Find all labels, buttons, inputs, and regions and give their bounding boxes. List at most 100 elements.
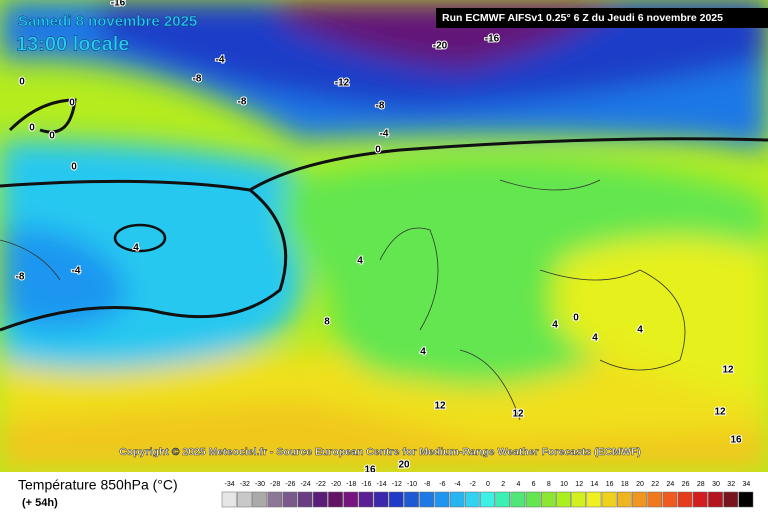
scale-swatch <box>236 491 252 508</box>
scale-swatch <box>404 491 419 508</box>
scale-label: 12 <box>575 481 583 488</box>
scale-swatch <box>708 491 723 508</box>
contour-label: 12 <box>512 409 524 420</box>
contour-label: -8 <box>16 272 25 283</box>
scale-swatch <box>358 491 374 508</box>
scale-label: 24 <box>667 481 675 488</box>
contour-label: -8 <box>193 74 202 85</box>
scale-label: 34 <box>743 481 751 488</box>
scale-swatch <box>388 491 404 508</box>
contour-label: -4 <box>216 55 225 66</box>
scale-label: 2 <box>501 481 505 488</box>
scale-label: 20 <box>636 481 644 488</box>
scale-label: 10 <box>560 481 568 488</box>
scale-swatch <box>221 491 237 508</box>
scale-label: 4 <box>516 481 520 488</box>
contour-label: 4 <box>637 325 643 336</box>
scale-label: -32 <box>240 481 250 488</box>
scale-swatch <box>328 491 343 508</box>
scale-label: 30 <box>712 481 720 488</box>
run-box <box>436 8 768 28</box>
scale-swatch <box>525 491 541 508</box>
scale-swatch <box>343 491 359 508</box>
contour-label: -8 <box>376 101 385 112</box>
scale-label: -34 <box>225 481 235 488</box>
contour-label: -20 <box>433 41 448 52</box>
contour-label: 16 <box>730 435 742 446</box>
contour-label: -4 <box>72 266 81 277</box>
scale-label: 28 <box>697 481 705 488</box>
contour-label: 4 <box>133 243 139 254</box>
scale-swatch <box>647 491 663 508</box>
scale-swatch <box>297 491 313 508</box>
contour-label: 4 <box>357 256 363 267</box>
scale-swatch <box>677 491 693 508</box>
forecast-time: 13:00 locale <box>16 33 129 55</box>
scale-label: 18 <box>621 481 629 488</box>
contour-label: 12 <box>434 401 446 412</box>
scale-label: -16 <box>361 481 371 488</box>
forecast-date: Samedi 8 novembre 2025 <box>18 13 197 30</box>
scale-label: -2 <box>470 481 476 488</box>
contour-label: 0 <box>19 77 25 88</box>
lead-time: (+ 54h) <box>22 497 58 509</box>
contour-label: 4 <box>552 320 558 331</box>
contour-label: 8 <box>324 317 330 328</box>
contour-label: -16 <box>111 0 126 9</box>
scale-swatch <box>282 491 298 508</box>
scale-label: -20 <box>331 481 341 488</box>
contour-label: 4 <box>420 347 426 358</box>
scale-swatch <box>434 491 450 508</box>
contour-label: 0 <box>29 123 35 134</box>
contour-label: 0 <box>49 131 55 142</box>
scale-label: -24 <box>301 481 311 488</box>
scale-label: 22 <box>651 481 659 488</box>
contour-label: -16 <box>485 34 500 45</box>
scale-swatch <box>495 491 511 508</box>
scale-swatch <box>373 491 389 508</box>
scale-label: -14 <box>377 481 387 488</box>
scale-swatch <box>464 491 480 508</box>
scale-label: -6 <box>439 481 445 488</box>
scale-swatch <box>252 491 267 508</box>
contour-label: 0 <box>69 98 75 109</box>
scale-label: 14 <box>591 481 599 488</box>
scale-swatch <box>510 491 526 508</box>
scale-swatch <box>540 491 556 508</box>
contour-label: -12 <box>335 78 350 89</box>
contour-label: 12 <box>714 407 726 418</box>
scale-label: 8 <box>547 481 551 488</box>
contour-label: 0 <box>375 145 381 156</box>
contour-label: -4 <box>380 129 389 140</box>
scale-swatch <box>480 491 495 508</box>
scale-swatch <box>556 491 571 508</box>
scale-label: -4 <box>454 481 460 488</box>
contour-label: 0 <box>573 313 579 324</box>
scale-swatch <box>616 491 632 508</box>
scale-label: 32 <box>727 481 735 488</box>
scale-label: 16 <box>606 481 614 488</box>
scale-label: 6 <box>532 481 536 488</box>
scale-swatch <box>723 491 739 508</box>
scale-swatch <box>586 491 602 508</box>
scale-label: -22 <box>316 481 326 488</box>
contour-label: -8 <box>238 97 247 108</box>
scale-label: -30 <box>255 481 265 488</box>
scale-swatch <box>692 491 708 508</box>
run-info: Run ECMWF AIFSv1 0.25° 6 Z du Jeudi 6 no… <box>442 12 723 24</box>
scale-swatch <box>601 491 617 508</box>
scale-swatch <box>267 491 283 508</box>
scale-label: 0 <box>486 481 490 488</box>
contour-label: 4 <box>592 333 598 344</box>
contour-label: 20 <box>398 460 410 471</box>
copyright: Copyright © 2025 Meteociel.fr - Source E… <box>119 446 641 458</box>
scale-swatch <box>662 491 678 508</box>
scale-swatch <box>571 491 587 508</box>
scale-label: -12 <box>392 481 402 488</box>
contour-label: 12 <box>722 365 734 376</box>
contour-label: 0 <box>71 162 77 173</box>
scale-swatch <box>449 491 465 508</box>
scale-swatch <box>312 491 328 508</box>
